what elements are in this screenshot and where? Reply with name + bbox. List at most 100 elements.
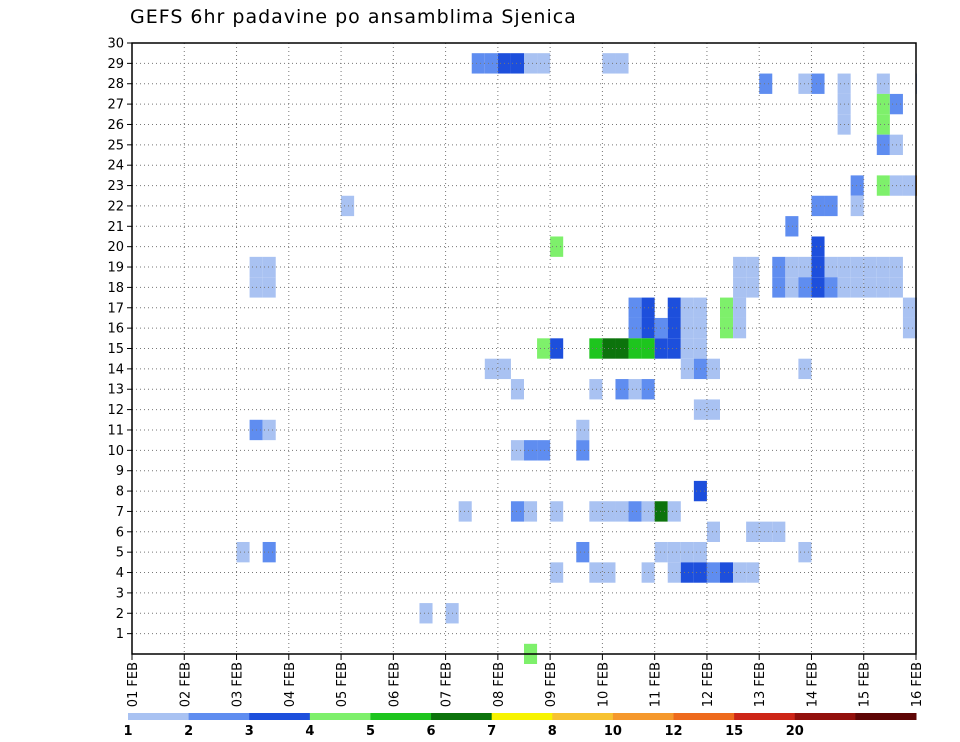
y-tick-label: 22: [107, 199, 124, 214]
precip-cell: [510, 440, 524, 461]
precip-cell: [706, 562, 720, 583]
x-tick-label: 06 FEB: [387, 662, 402, 707]
precip-cell: [785, 216, 799, 237]
colorbar-label: 10: [604, 724, 622, 739]
y-tick-label: 29: [107, 57, 124, 72]
precip-cell: [589, 379, 603, 400]
precip-cell: [341, 195, 355, 217]
precip-cell: [706, 358, 720, 380]
precip-cell: [811, 195, 825, 217]
precip-cell: [615, 338, 629, 359]
y-tick-label: 13: [107, 383, 124, 398]
precip-cell: [733, 277, 747, 298]
precip-cell: [510, 379, 524, 400]
precip-cell: [484, 53, 498, 74]
precip-cell: [863, 277, 877, 298]
precip-cell: [876, 175, 890, 196]
precip-cell: [628, 297, 642, 318]
y-tick-label: 26: [107, 118, 124, 133]
precip-cell: [667, 501, 681, 522]
x-tick-label: 01 FEB: [126, 662, 141, 707]
y-tick-label: 11: [107, 423, 124, 438]
x-tick-label: 13 FEB: [753, 662, 768, 707]
precip-cell: [720, 317, 734, 339]
x-tick-label: 02 FEB: [178, 662, 193, 707]
precip-cell: [876, 93, 890, 115]
precip-cell: [615, 53, 629, 74]
colorbar-label: 5: [366, 724, 375, 739]
x-tick-label: 11 FEB: [649, 662, 664, 707]
y-tick-label: 27: [107, 98, 124, 113]
chart-title: GEFS 6hr padavine po ansamblima Sjenica: [130, 6, 577, 28]
y-tick-label: 10: [107, 444, 124, 459]
precip-cell: [863, 256, 877, 278]
precip-cell: [785, 256, 799, 278]
x-tick-label: 10 FEB: [596, 662, 611, 707]
precip-cell: [824, 256, 838, 278]
y-tick-label: 2: [116, 607, 124, 622]
x-tick-label: 03 FEB: [231, 662, 246, 707]
precip-cell: [262, 419, 276, 441]
precip-cell: [876, 134, 890, 156]
precip-cell: [759, 73, 773, 94]
precip-cell: [902, 297, 916, 318]
precip-cell: [236, 541, 250, 563]
precip-cell: [759, 521, 773, 542]
y-tick-label: 24: [107, 159, 124, 174]
precip-cell: [524, 53, 538, 74]
colorbar-label: 15: [725, 724, 743, 739]
precip-cell: [680, 541, 694, 563]
precip-cell: [537, 53, 551, 74]
precip-cell: [680, 338, 694, 359]
precip-cell: [733, 317, 747, 339]
colorbar-segment: [491, 713, 553, 720]
colorbar-segment: [855, 713, 917, 720]
precip-cell: [524, 501, 538, 522]
colorbar-label: 3: [245, 724, 254, 739]
precip-cell: [628, 379, 642, 400]
precip-cell: [680, 358, 694, 380]
precip-cell: [850, 277, 864, 298]
precip-cell: [654, 501, 668, 522]
precip-cell: [589, 562, 603, 583]
colorbar-segment: [249, 713, 311, 720]
x-tick-label: 14 FEB: [805, 662, 820, 707]
precip-cells: [236, 53, 917, 664]
precip-cell: [876, 256, 890, 278]
y-tick-label: 23: [107, 179, 124, 194]
precip-cell: [850, 195, 864, 217]
precip-cell: [811, 277, 825, 298]
precip-cell: [471, 53, 485, 74]
precip-cell: [262, 541, 276, 563]
y-tick-label: 4: [116, 566, 124, 581]
precip-cell: [811, 73, 825, 94]
precip-cell: [733, 256, 747, 278]
precip-cell: [524, 440, 538, 461]
colorbar-segment: [673, 713, 735, 720]
precip-cell: [576, 419, 590, 441]
y-tick-label: 28: [107, 77, 124, 92]
colorbar-segment: [734, 713, 796, 720]
y-tick-label: 17: [107, 301, 124, 316]
precip-cell: [628, 317, 642, 339]
x-tick-label: 04 FEB: [283, 662, 298, 707]
colorbar-segment: [552, 713, 614, 720]
precip-cell: [706, 399, 720, 420]
precip-cell: [615, 379, 629, 400]
y-tick-label: 30: [107, 37, 124, 52]
y-tick-label: 19: [107, 261, 124, 276]
x-tick-label: 15 FEB: [858, 662, 873, 707]
grid-lines: [132, 43, 916, 654]
plot-frame: [131, 42, 917, 655]
precip-cell: [706, 521, 720, 542]
precip-cell: [628, 338, 642, 359]
x-tick-label: 16 FEB: [910, 662, 925, 707]
precip-cell: [876, 73, 890, 94]
precip-cell: [628, 501, 642, 522]
precip-cell: [654, 317, 668, 339]
y-tick-label: 5: [116, 546, 124, 561]
precip-cell: [537, 440, 551, 461]
y-tick-label: 21: [107, 220, 124, 235]
precip-cell: [667, 562, 681, 583]
